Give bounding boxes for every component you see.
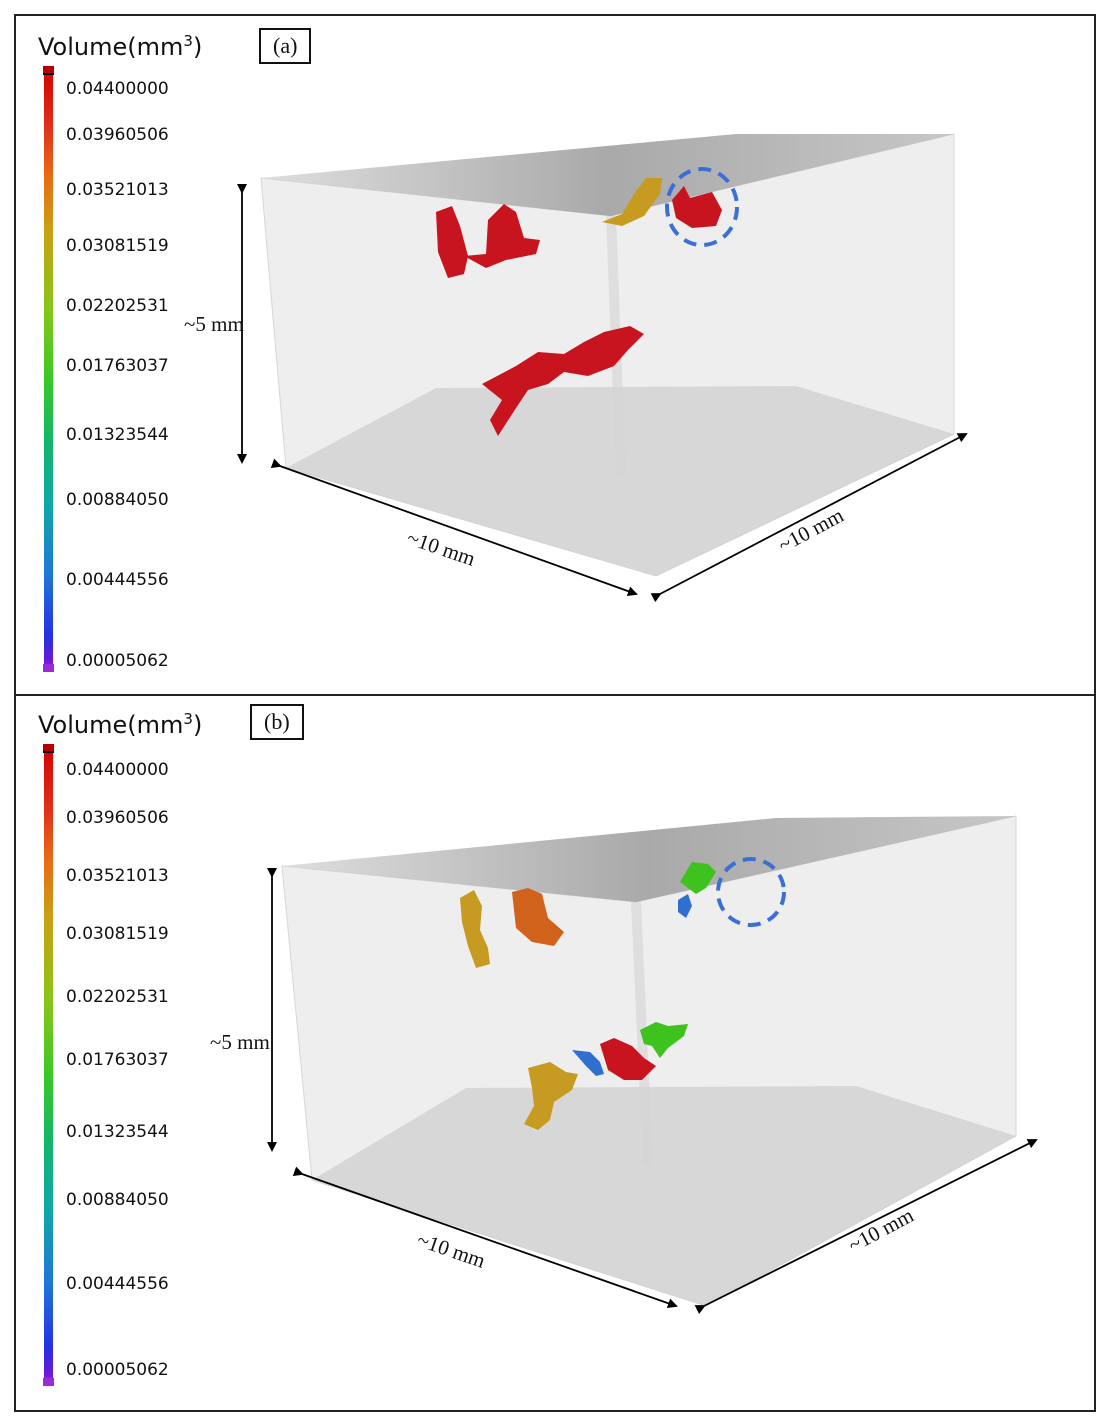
defect-orange [512, 888, 564, 946]
colorbar-tick: 0.03521013 [66, 180, 169, 200]
colorbar-tick: 0.00884050 [66, 1190, 169, 1210]
colorbar-tick: 0.02202531 [66, 296, 169, 316]
defect-gold [602, 178, 662, 226]
defect-gold [460, 890, 490, 968]
colorbar [43, 744, 54, 1386]
height-label: ~5 mm [210, 1030, 270, 1054]
defect-blue [572, 1050, 604, 1076]
colorbar-tick: 0.04400000 [66, 79, 169, 99]
top-surface [261, 134, 954, 216]
specimen-volume-b [267, 815, 1038, 1315]
colorbar-tick: 0.01323544 [66, 425, 169, 445]
colorbar [43, 66, 54, 672]
bottom-surface [312, 1086, 1016, 1306]
length-arrow [292, 1166, 678, 1309]
colorbar-tick: 0.02202531 [66, 987, 169, 1007]
colorbar-tick: 0.03960506 [66, 808, 169, 828]
colorbar-tick: 0.01763037 [66, 1050, 169, 1070]
depth-arrow [694, 1139, 1038, 1315]
defect-red [464, 204, 540, 268]
top-surface [282, 816, 1016, 902]
colorbar-tick: 0.00005062 [66, 1360, 169, 1380]
colorbar-tick: 0.03081519 [66, 924, 169, 944]
highlight-circle [665, 167, 739, 247]
colorbar-tick: 0.03960506 [66, 125, 169, 145]
height-label: ~5 mm [184, 312, 244, 336]
defect-green [680, 862, 716, 894]
colorbar-tick: 0.01323544 [66, 1122, 169, 1142]
panel-b: Volume(mm3) (b) 0.04400000 0.03960506 0.… [14, 694, 1096, 1412]
panel-tag-a: (a) [259, 28, 312, 64]
depth-arrow [650, 433, 968, 603]
colorbar-tick: 0.00884050 [66, 490, 169, 510]
length-arrow [270, 458, 638, 596]
colorbar-tick: 0.00444556 [66, 570, 169, 590]
colorbar-tick: 0.03081519 [66, 236, 169, 256]
colorbar-title: Volume(mm3) [38, 710, 203, 739]
defect-blue [678, 894, 692, 918]
defect-red [600, 1038, 656, 1080]
panel-a: Volume(mm3) (a) 0.04400000 0.03960506 0.… [14, 14, 1096, 696]
defect-red [482, 326, 644, 436]
colorbar-tick: 0.00005062 [66, 651, 169, 671]
colorbar-tick: 0.04400000 [66, 760, 169, 780]
defect-red [672, 186, 722, 228]
colorbar-tick: 0.01763037 [66, 356, 169, 376]
colorbar-title: Volume(mm3) [38, 32, 203, 61]
defect-gold [524, 1062, 578, 1130]
defect-green [640, 1022, 688, 1058]
colorbar-tick: 0.03521013 [66, 866, 169, 886]
specimen-volume-a [237, 133, 968, 603]
defect-red [436, 206, 468, 278]
highlight-circle [716, 857, 786, 927]
panel-tag-b: (b) [250, 704, 304, 740]
colorbar-tick: 0.00444556 [66, 1274, 169, 1294]
